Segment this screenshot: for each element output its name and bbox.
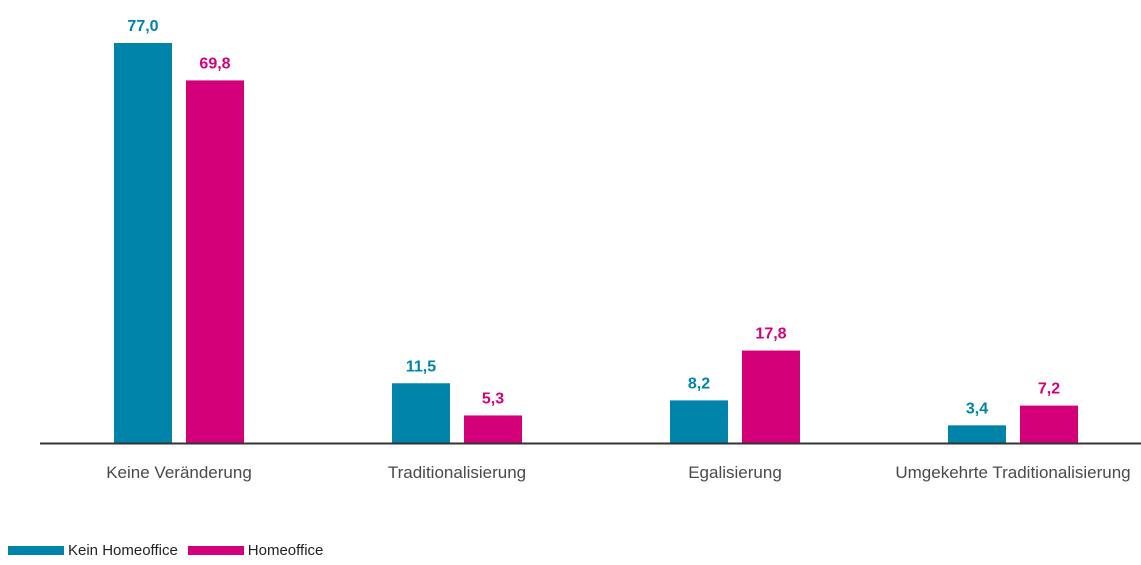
legend: Kein Homeoffice Homeoffice	[8, 542, 323, 559]
bar-homeoffice-umgekehrte-traditionalisierung	[1020, 405, 1078, 443]
bar-kein-homeoffice-keine-veraenderung	[114, 43, 172, 443]
category-label-egalisierung: Egalisierung	[688, 463, 782, 482]
category-label-keine-veraenderung: Keine Veränderung	[106, 463, 252, 482]
value-label-kein-homeoffice-traditionalisierung: 11,5	[406, 358, 436, 375]
category-label-umgekehrte-traditionalisierung: Umgekehrte Traditionalisierung	[895, 463, 1130, 482]
category-label-traditionalisierung: Traditionalisierung	[388, 463, 526, 482]
bar-kein-homeoffice-egalisierung	[670, 400, 728, 443]
bar-kein-homeoffice-traditionalisierung	[392, 383, 450, 443]
bar-kein-homeoffice-umgekehrte-traditionalisierung	[948, 425, 1006, 443]
legend-swatch-homeoffice	[187, 546, 244, 555]
value-label-homeoffice-keine-veraenderung: 69,8	[199, 55, 230, 72]
bar-chart: 77,0 69,8 Keine Veränderung 11,5 5,3 Traditio…	[40, 18, 1141, 482]
legend-label-kein-homeoffice: Kein Homeoffice	[68, 542, 178, 559]
bar-homeoffice-traditionalisierung	[464, 415, 522, 443]
legend-item-homeoffice: Homeoffice	[187, 542, 324, 559]
bar-homeoffice-keine-veraenderung	[186, 80, 244, 444]
value-label-kein-homeoffice-umgekehrte-traditionalisierung: 3,4	[966, 400, 988, 417]
value-label-kein-homeoffice-keine-veraenderung: 77,0	[127, 18, 158, 35]
value-label-homeoffice-umgekehrte-traditionalisierung: 7,2	[1038, 381, 1060, 398]
value-label-kein-homeoffice-egalisierung: 8,2	[688, 375, 710, 392]
bar-homeoffice-egalisierung	[742, 350, 800, 443]
value-label-homeoffice-traditionalisierung: 5,3	[482, 390, 504, 407]
value-label-homeoffice-egalisierung: 17,8	[755, 326, 786, 343]
legend-label-homeoffice: Homeoffice	[247, 542, 324, 559]
legend-item-kein-homeoffice: Kein Homeoffice	[8, 542, 178, 559]
legend-swatch-kein-homeoffice	[8, 546, 64, 555]
